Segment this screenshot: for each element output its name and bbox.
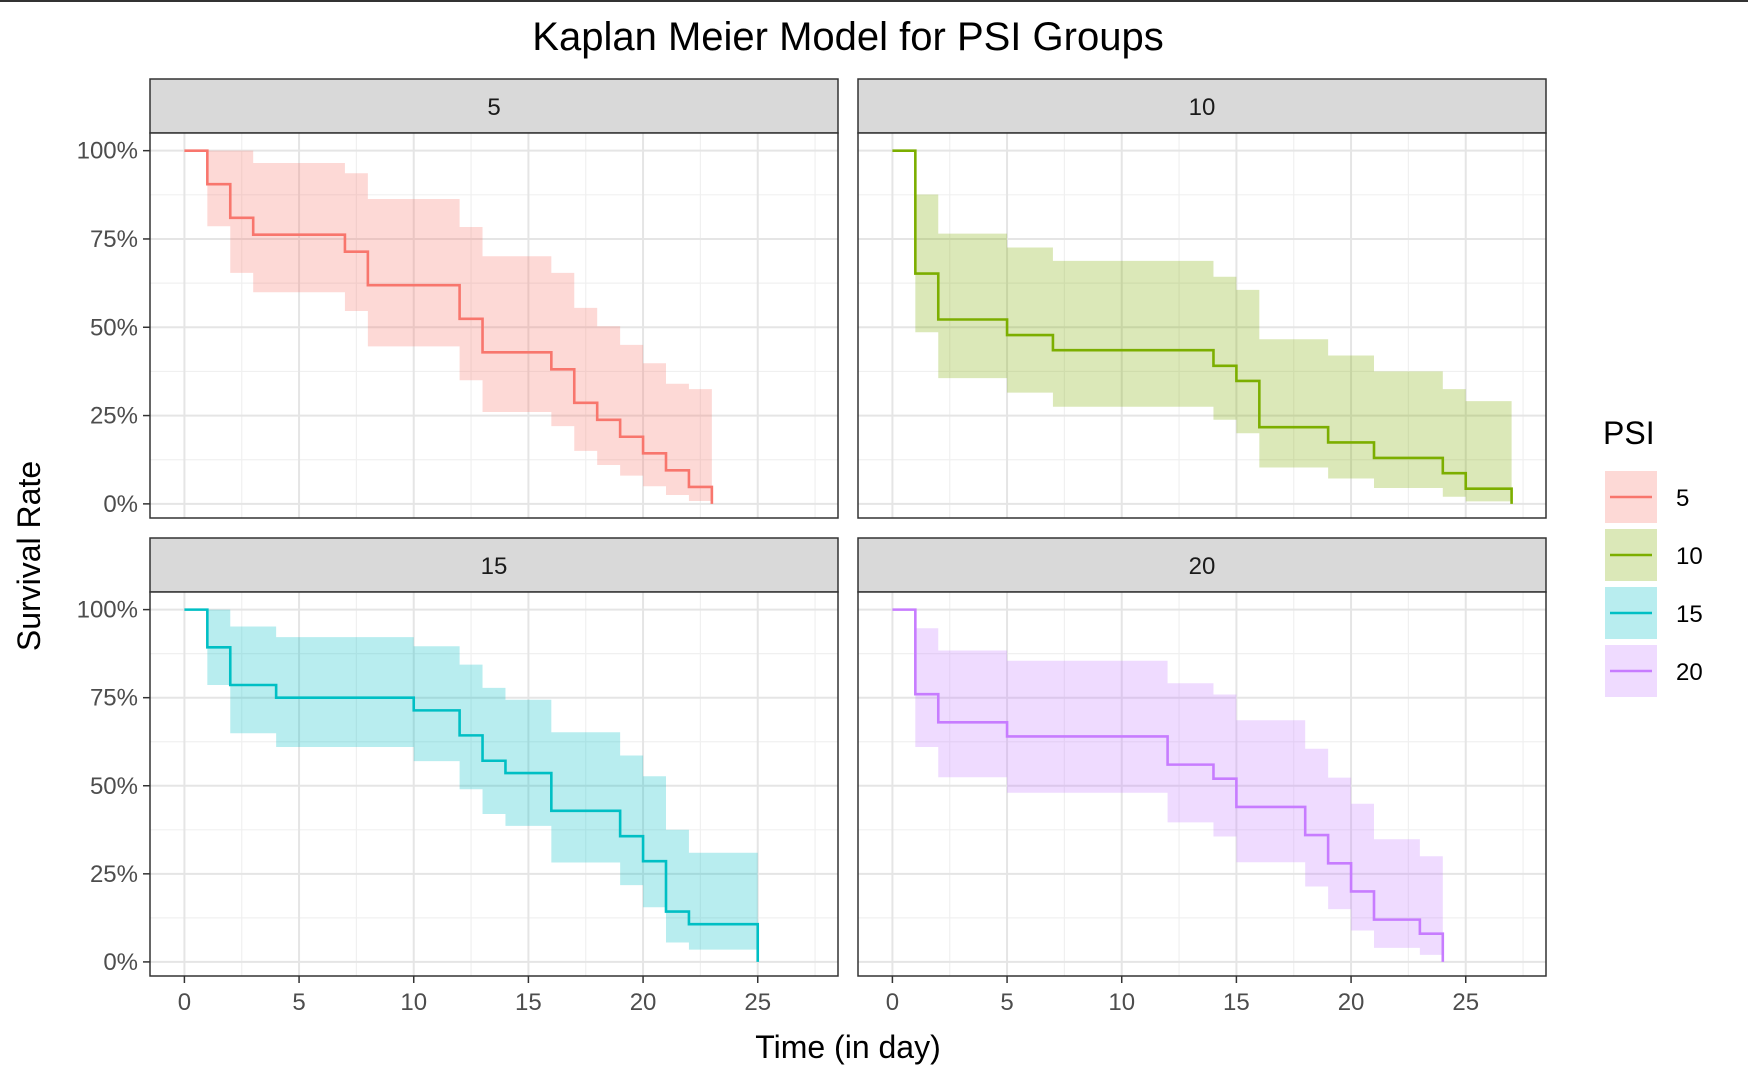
x-tick-label: 5 (1000, 989, 1013, 1016)
legend-label: 5 (1676, 485, 1689, 512)
legend-item-15: 15 (1605, 587, 1703, 639)
x-tick-label: 15 (515, 989, 542, 1016)
panel-background (150, 133, 838, 518)
survival-line-10 (892, 149, 1513, 504)
y-tick-label: 25% (90, 861, 138, 888)
legend-label: 20 (1676, 659, 1703, 686)
x-tick-label: 20 (630, 989, 657, 1016)
panel-border (857, 132, 1547, 519)
y-tick-label: 50% (90, 773, 138, 800)
y-axis-title: Survival Rate (11, 461, 47, 651)
confidence-band-10 (892, 150, 1512, 504)
panel-border (149, 132, 839, 519)
legend-label: 15 (1676, 601, 1703, 628)
facet-panel-5: 50%25%50%75%100% (77, 78, 839, 519)
x-tick-label: 10 (1108, 989, 1135, 1016)
y-tick-label: 100% (77, 138, 138, 165)
chart-title: Kaplan Meier Model for PSI Groups (532, 15, 1163, 59)
y-tick-label: 100% (77, 597, 138, 624)
facet-strip (857, 537, 1547, 593)
legend-label: 10 (1676, 543, 1703, 570)
panel-border (149, 591, 839, 977)
x-axis-title: Time (in day) (755, 1029, 941, 1065)
x-tick-label: 0 (178, 989, 191, 1016)
legend: PSI 5 10 15 20 (1603, 415, 1703, 697)
panel-background (858, 592, 1546, 976)
facet-strip-label: 10 (1189, 94, 1216, 121)
facet-panel-10: 10 (857, 78, 1547, 519)
panel-border (857, 591, 1547, 977)
x-tick-label: 20 (1338, 989, 1365, 1016)
x-tick-label: 25 (744, 989, 771, 1016)
legend-title: PSI (1603, 415, 1655, 451)
survival-line-15 (184, 608, 760, 962)
survival-line-20 (892, 608, 1445, 962)
y-tick-label: 0% (103, 949, 138, 976)
facet-strip-label: 5 (487, 94, 500, 121)
facet-strip (857, 78, 1547, 134)
facet-strip (149, 537, 839, 593)
x-tick-label: 10 (400, 989, 427, 1016)
legend-item-20: 20 (1605, 645, 1703, 697)
y-tick-label: 25% (90, 403, 138, 430)
facet-strip-label: 15 (481, 553, 508, 580)
survival-line-5 (184, 149, 714, 504)
panel-background (150, 592, 838, 976)
x-tick-label: 5 (292, 989, 305, 1016)
y-tick-label: 0% (103, 491, 138, 518)
facet-strip-label: 20 (1189, 553, 1216, 580)
y-tick-label: 75% (90, 685, 138, 712)
y-tick-label: 75% (90, 226, 138, 253)
confidence-band-20 (892, 609, 1443, 962)
facet-panel-15: 15 0% 25% 50% 75% 100% 0 5 10 15 20 25 (77, 537, 839, 1016)
legend-item-5: 5 (1605, 471, 1689, 523)
x-tick-label: 25 (1452, 989, 1479, 1016)
legend-item-10: 10 (1605, 529, 1703, 581)
facet-panel-20: 20 0 5 10 15 20 25 (857, 537, 1547, 1016)
x-tick-label: 15 (1223, 989, 1250, 1016)
x-tick-label: 0 (886, 989, 899, 1016)
panel-background (858, 133, 1546, 518)
confidence-band-5 (184, 150, 712, 504)
y-tick-label: 50% (90, 314, 138, 341)
